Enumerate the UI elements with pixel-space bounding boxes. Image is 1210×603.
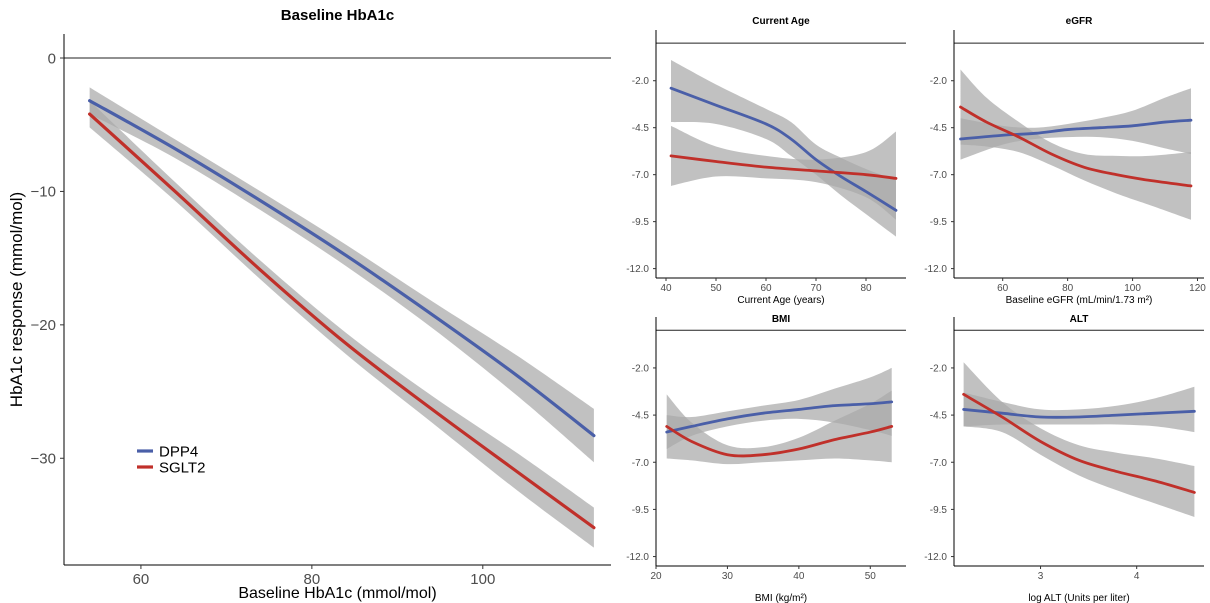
x-tick-label: 4 bbox=[1134, 571, 1140, 582]
y-tick-label: -9.5 bbox=[632, 217, 650, 228]
x-tick-label: 60 bbox=[997, 283, 1009, 294]
ci-ribbon-sglt2 bbox=[963, 362, 1195, 517]
panel-bmi: BMI 20 30 40 50 -2.0 -4.5 -7.0 -9.5 -12.0 BMI (kg/… bbox=[626, 314, 906, 603]
series-line-dpp4 bbox=[959, 118, 1193, 141]
y-tick-label: -2.0 bbox=[632, 363, 650, 374]
series-line-sglt2 bbox=[962, 392, 1196, 494]
legend-label-dpp4: DPP4 bbox=[159, 444, 198, 461]
ci-ribbon-dpp4 bbox=[960, 88, 1192, 160]
y-tick-label: -9.5 bbox=[632, 505, 650, 516]
x-tick-label: 40 bbox=[793, 571, 805, 582]
y-tick-label: -4.5 bbox=[930, 411, 948, 422]
panel-title: BMI bbox=[772, 314, 791, 325]
x-tick-label: 60 bbox=[133, 571, 150, 588]
panel-title: ALT bbox=[1070, 314, 1089, 325]
x-tick-label: 20 bbox=[650, 571, 662, 582]
x-tick-label: 80 bbox=[304, 571, 321, 588]
y-tick-label: -9.5 bbox=[930, 217, 948, 228]
legend-label-sglt2: SGLT2 bbox=[159, 460, 205, 477]
x-tick-label: 50 bbox=[865, 571, 877, 582]
ci-ribbon-sglt2 bbox=[671, 125, 896, 220]
series-line-dpp4 bbox=[88, 99, 596, 438]
x-tick-label: 40 bbox=[660, 283, 672, 294]
x-tick-label: 100 bbox=[470, 571, 495, 588]
panel-title: eGFR bbox=[1066, 16, 1093, 27]
ci-ribbon-sglt2 bbox=[666, 390, 892, 465]
y-tick-label: -7.0 bbox=[632, 170, 650, 181]
x-tick-label: 30 bbox=[722, 571, 734, 582]
y-tick-label: −20 bbox=[31, 317, 56, 334]
x-tick-label: 3 bbox=[1038, 571, 1044, 582]
x-tick-label: 80 bbox=[860, 283, 872, 294]
panel-title: Baseline HbA1c bbox=[281, 7, 394, 24]
series-line-dpp4 bbox=[962, 408, 1196, 419]
x-tick-label: 60 bbox=[760, 283, 772, 294]
ci-ribbon-dpp4 bbox=[89, 87, 594, 463]
x-tick-label: 80 bbox=[1062, 283, 1074, 294]
y-tick-label: -2.0 bbox=[930, 363, 948, 374]
panel-egfr: eGFR 60 80 100 120 -2.0 -4.5 -7.0 -9.5 -12.0 Basel… bbox=[924, 16, 1206, 306]
y-tick-label: -12.0 bbox=[626, 552, 649, 563]
y-tick-label: -4.5 bbox=[632, 411, 650, 422]
series-line-sglt2 bbox=[959, 105, 1193, 188]
y-tick-label: -12.0 bbox=[924, 552, 947, 563]
x-axis-label: Current Age (years) bbox=[737, 295, 824, 306]
y-tick-label: -7.0 bbox=[632, 458, 650, 469]
y-tick-label: -9.5 bbox=[930, 505, 948, 516]
y-tick-label: −30 bbox=[31, 451, 56, 468]
x-tick-label: 70 bbox=[810, 283, 822, 294]
x-tick-label: 50 bbox=[710, 283, 722, 294]
series-line-dpp4 bbox=[669, 86, 898, 212]
panel-current-age: Current Age 40 50 60 70 80 -2.0 -4.5 -7.0 -9.5 -12… bbox=[626, 16, 906, 306]
x-tick-label: 120 bbox=[1189, 283, 1206, 294]
series-line-sglt2 bbox=[669, 154, 898, 180]
ci-ribbon-sglt2 bbox=[89, 100, 594, 548]
series-line-sglt2 bbox=[88, 112, 596, 530]
ci-ribbon-dpp4 bbox=[671, 60, 896, 237]
y-axis-label: HbA1c response (mmol/mol) bbox=[7, 192, 26, 407]
series-line-dpp4 bbox=[665, 400, 894, 434]
y-tick-label: 0 bbox=[48, 50, 56, 67]
y-tick-label: -7.0 bbox=[930, 170, 948, 181]
y-tick-label: −10 bbox=[31, 184, 56, 201]
y-tick-label: -7.0 bbox=[930, 458, 948, 469]
y-tick-label: -12.0 bbox=[924, 264, 947, 275]
x-axis-label: log ALT (Units per liter) bbox=[1028, 593, 1129, 603]
series-line-sglt2 bbox=[665, 425, 894, 458]
y-tick-label: -4.5 bbox=[930, 123, 948, 134]
x-axis-label: Baseline HbA1c (mmol/mol) bbox=[238, 585, 436, 602]
y-tick-label: -4.5 bbox=[632, 123, 650, 134]
ci-ribbon-sglt2 bbox=[960, 69, 1192, 220]
x-axis-label: BMI (kg/m²) bbox=[755, 593, 807, 603]
panel-title: Current Age bbox=[752, 16, 810, 27]
ci-ribbon-dpp4 bbox=[666, 367, 892, 450]
y-tick-label: -2.0 bbox=[632, 76, 650, 87]
y-tick-label: -12.0 bbox=[626, 264, 649, 275]
panel-baseline-hba1c: Baseline HbA1c 60 80 100 0 −10 −20 −30 Baseline … bbox=[7, 7, 611, 602]
x-tick-label: 100 bbox=[1124, 283, 1141, 294]
panel-alt: ALT 3 4 -2.0 -4.5 -7.0 -9.5 -12.0 log ALT (Units… bbox=[924, 314, 1204, 603]
y-tick-label: -2.0 bbox=[930, 76, 948, 87]
x-axis-label: Baseline eGFR (mL/min/1.73 m²) bbox=[1006, 295, 1153, 306]
